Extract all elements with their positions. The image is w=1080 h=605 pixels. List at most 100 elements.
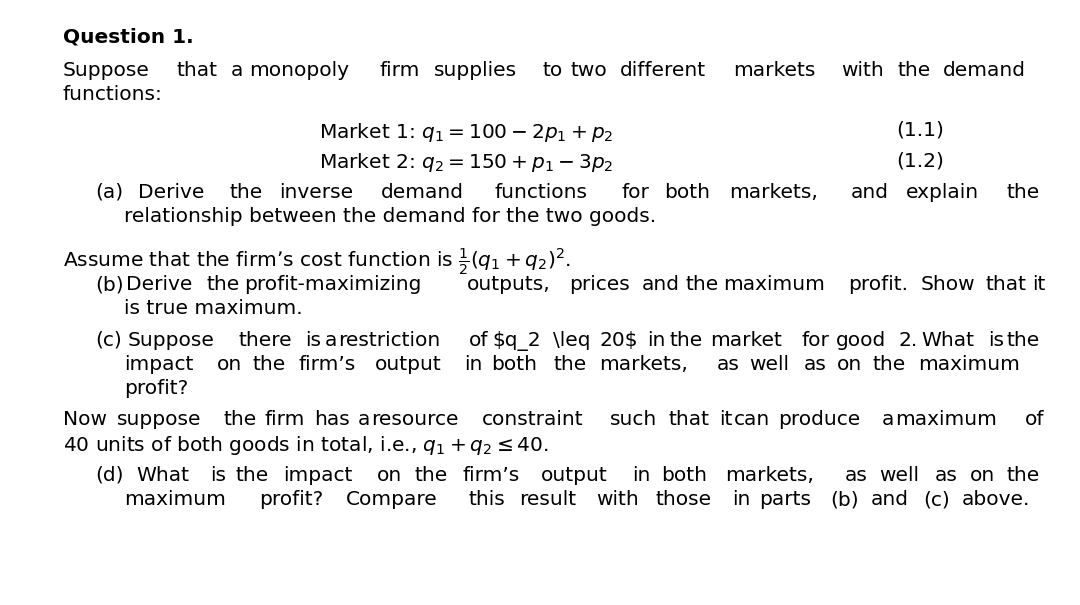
Text: supplies: supplies <box>434 60 517 79</box>
Text: with: with <box>596 490 639 509</box>
Text: (c): (c) <box>923 490 950 509</box>
Text: as: as <box>845 466 867 485</box>
Text: firm: firm <box>265 410 305 429</box>
Text: both: both <box>664 183 710 201</box>
Text: maximum: maximum <box>918 355 1021 374</box>
Text: those: those <box>656 490 712 509</box>
Text: well: well <box>750 355 789 374</box>
Text: the: the <box>415 466 448 485</box>
Text: above.: above. <box>961 490 1030 509</box>
Text: and: and <box>870 490 908 509</box>
Text: produce: produce <box>779 410 861 429</box>
Text: is: is <box>988 331 1004 350</box>
Text: the: the <box>670 331 702 350</box>
Text: functions:: functions: <box>63 85 162 103</box>
Text: the: the <box>206 275 240 294</box>
Text: parts: parts <box>759 490 811 509</box>
Text: 40 units of both goods in total, i.e., $q_1 + q_2 \leq 40$.: 40 units of both goods in total, i.e., $… <box>63 434 549 457</box>
Text: the: the <box>253 355 285 374</box>
Text: (1.1): (1.1) <box>896 121 944 140</box>
Text: to: to <box>543 60 563 79</box>
Text: good: good <box>835 331 886 350</box>
Text: the: the <box>224 410 257 429</box>
Text: the: the <box>1007 331 1040 350</box>
Text: inverse: inverse <box>280 183 353 201</box>
Text: profit?: profit? <box>259 490 324 509</box>
Text: as: as <box>717 355 740 374</box>
Text: markets,: markets, <box>729 183 819 201</box>
Text: Show: Show <box>920 275 975 294</box>
Text: (c): (c) <box>95 331 122 350</box>
Text: firm’s: firm’s <box>462 466 519 485</box>
Text: that: that <box>669 410 710 429</box>
Text: such: such <box>610 410 658 429</box>
Text: on: on <box>837 355 862 374</box>
Text: in: in <box>632 466 650 485</box>
Text: resource: resource <box>370 410 459 429</box>
Text: for: for <box>801 331 829 350</box>
Text: Assume that the firm’s cost function is $\frac{1}{2}(q_1 + q_2)^2$.: Assume that the firm’s cost function is … <box>63 247 570 277</box>
Text: in: in <box>464 355 483 374</box>
Text: with: with <box>841 60 883 79</box>
Text: profit.: profit. <box>849 275 908 294</box>
Text: and: and <box>643 275 680 294</box>
Text: of: of <box>469 331 488 350</box>
Text: markets,: markets, <box>599 355 688 374</box>
Text: outputs,: outputs, <box>467 275 551 294</box>
Text: on: on <box>377 466 403 485</box>
Text: there: there <box>238 331 292 350</box>
Text: on: on <box>217 355 242 374</box>
Text: of: of <box>1025 410 1044 429</box>
Text: firm’s: firm’s <box>298 355 355 374</box>
Text: demand: demand <box>381 183 464 201</box>
Text: the: the <box>235 466 269 485</box>
Text: a: a <box>324 331 337 350</box>
Text: and: and <box>851 183 889 201</box>
Text: 2.: 2. <box>899 331 918 350</box>
Text: impact: impact <box>283 466 352 485</box>
Text: a: a <box>882 410 894 429</box>
Text: on: on <box>970 466 995 485</box>
Text: the: the <box>1007 183 1040 201</box>
Text: both: both <box>491 355 537 374</box>
Text: \leq: \leq <box>553 331 591 350</box>
Text: market: market <box>711 331 782 350</box>
Text: that: that <box>985 275 1026 294</box>
Text: output: output <box>541 466 608 485</box>
Text: What: What <box>137 466 190 485</box>
Text: as: as <box>935 466 958 485</box>
Text: has: has <box>313 410 350 429</box>
Text: the: the <box>873 355 906 374</box>
Text: a: a <box>231 60 244 79</box>
Text: Suppose: Suppose <box>63 60 149 79</box>
Text: (a): (a) <box>95 183 123 201</box>
Text: Derive: Derive <box>138 183 204 201</box>
Text: markets,: markets, <box>725 466 813 485</box>
Text: explain: explain <box>906 183 980 201</box>
Text: the: the <box>553 355 586 374</box>
Text: constraint: constraint <box>482 410 583 429</box>
Text: prices: prices <box>569 275 630 294</box>
Text: different: different <box>620 60 706 79</box>
Text: the: the <box>230 183 264 201</box>
Text: a: a <box>357 410 369 429</box>
Text: functions: functions <box>495 183 588 201</box>
Text: Market 2: $q_2 = 150 + p_1 - 3p_2$: Market 2: $q_2 = 150 + p_1 - 3p_2$ <box>319 151 613 174</box>
Text: both: both <box>661 466 706 485</box>
Text: that: that <box>176 60 217 79</box>
Text: Derive: Derive <box>126 275 192 294</box>
Text: monopoly: monopoly <box>249 60 349 79</box>
Text: in: in <box>647 331 665 350</box>
Text: well: well <box>879 466 919 485</box>
Text: the: the <box>897 60 931 79</box>
Text: in: in <box>731 490 750 509</box>
Text: this: this <box>468 490 504 509</box>
Text: (b): (b) <box>95 275 124 294</box>
Text: maximum: maximum <box>124 490 226 509</box>
Text: is true maximum.: is true maximum. <box>124 299 302 318</box>
Text: profit?: profit? <box>124 379 188 398</box>
Text: it: it <box>719 410 732 429</box>
Text: two: two <box>570 60 607 79</box>
Text: firm: firm <box>380 60 420 79</box>
Text: is: is <box>210 466 226 485</box>
